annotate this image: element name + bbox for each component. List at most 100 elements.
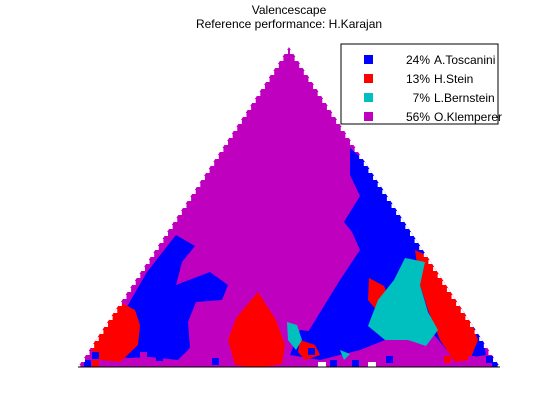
edge-step: [442, 281, 447, 285]
edge-step: [270, 71, 275, 75]
edge-step: [173, 218, 178, 222]
edge-step: [294, 57, 299, 61]
legend-share: 7%: [413, 91, 431, 105]
edge-step: [493, 358, 498, 362]
legend-item: 24% A.Toscanini: [364, 53, 495, 67]
edge-step: [228, 134, 233, 138]
edge-step: [359, 155, 364, 159]
region-cell: [468, 356, 475, 363]
edge-step: [479, 337, 484, 341]
edge-step: [354, 148, 359, 152]
legend-label: L.Bernstein: [434, 91, 495, 105]
region-cell: [486, 356, 493, 363]
edge-step: [465, 316, 470, 320]
edge-step: [127, 288, 132, 292]
legend-label: O.Klemperer: [434, 110, 502, 124]
edge-step: [456, 302, 461, 306]
edge-step: [386, 197, 391, 201]
edge-step: [274, 64, 279, 68]
edge-step: [159, 239, 164, 243]
edge-step: [233, 127, 238, 131]
edge-step: [154, 246, 159, 250]
region-patch: [415, 250, 478, 362]
edge-step: [85, 351, 90, 355]
edge-step: [260, 85, 265, 89]
edge-step: [205, 169, 210, 173]
region-cell: [492, 360, 499, 367]
edge-step: [363, 162, 368, 166]
region-cell: [460, 350, 467, 357]
edge-step: [191, 190, 196, 194]
edge-step: [396, 211, 401, 215]
edge-step: [150, 253, 155, 257]
edge-step: [391, 204, 396, 208]
edge-step: [256, 92, 261, 96]
edge-step: [242, 113, 247, 117]
empty-cell: [368, 362, 376, 367]
region-cell: [352, 360, 359, 367]
edge-step: [200, 176, 205, 180]
chart-title: Valencescape: [252, 3, 327, 17]
edge-step: [313, 85, 318, 89]
edge-step: [94, 337, 99, 341]
legend-label: H.Stein: [434, 72, 473, 86]
legend-share: 24%: [406, 53, 430, 67]
edge-step: [140, 267, 145, 271]
valencescape-plot: [78, 47, 500, 367]
edge-step: [237, 120, 242, 124]
edge-step: [451, 295, 456, 299]
region-cell: [386, 356, 393, 363]
edge-step: [433, 267, 438, 271]
edge-step: [219, 148, 224, 152]
edge-step: [405, 225, 410, 229]
edge-step: [78, 365, 81, 367]
edge-step: [182, 204, 187, 208]
region-cell: [444, 356, 451, 363]
region-cell: [476, 348, 483, 355]
edge-step: [247, 106, 252, 110]
region-cell: [378, 360, 385, 367]
edge-step: [168, 225, 173, 229]
edge-step: [446, 288, 451, 292]
legend-swatch: [364, 112, 373, 121]
legend-item: 13% H.Stein: [364, 72, 473, 86]
edge-step: [349, 141, 354, 145]
chart-subtitle: Reference performance: H.Karajan: [196, 17, 382, 31]
edge-step: [373, 176, 378, 180]
edge-step: [469, 323, 474, 327]
legend-swatch: [364, 93, 373, 102]
region-patch: [350, 148, 360, 175]
edge-step: [308, 78, 313, 82]
edge-step: [214, 155, 219, 159]
edge-step: [340, 127, 345, 131]
edge-step: [279, 57, 284, 61]
region-cell: [140, 352, 147, 359]
legend-item: 7% L.Bernstein: [364, 91, 495, 105]
edge-step: [409, 232, 414, 236]
edge-step: [145, 260, 150, 264]
edge-step: [108, 316, 113, 320]
edge-step: [377, 183, 382, 187]
edge-step: [326, 106, 331, 110]
edge-step: [90, 344, 95, 348]
region-cell: [92, 352, 99, 359]
edge-step: [164, 232, 169, 236]
edge-step: [336, 120, 341, 124]
edge-step: [303, 71, 308, 75]
edge-step: [284, 50, 289, 54]
edge-step: [131, 281, 136, 285]
edge-step: [104, 323, 109, 327]
edge-step: [322, 99, 327, 103]
region-patch: [228, 292, 285, 367]
edge-step: [400, 218, 405, 222]
edge-step: [265, 78, 270, 82]
region-patch: [287, 322, 302, 350]
edge-step: [345, 134, 350, 138]
edge-step: [497, 365, 500, 367]
edge-step: [210, 162, 215, 166]
edge-step: [99, 330, 104, 334]
edge-step: [488, 351, 493, 355]
empty-cell: [318, 362, 326, 367]
